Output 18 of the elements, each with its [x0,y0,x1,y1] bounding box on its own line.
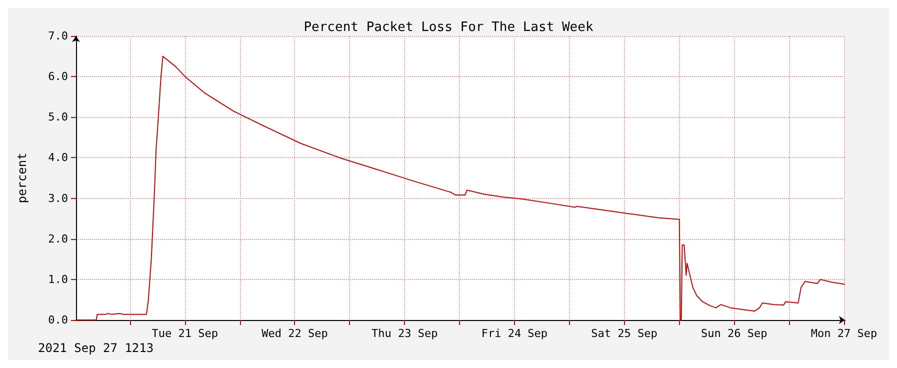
text: 2021 Sep 27 1213 [38,341,154,355]
y-tick-label: 3.0 [48,192,68,205]
y-tick-label: 0.0 [48,314,68,326]
chart-title: Percent Packet Loss For The Last Week [304,20,594,35]
x-tick-label: Tue 21 Sep [152,327,218,340]
x-tick-label: Mon 27 Sep [810,327,878,340]
x-tick-label: Sat 25 Sep [591,327,658,340]
y-tick-label: 7.0 [48,30,68,42]
x-tick-label: Sun 26 Sep [701,327,768,340]
x-tick-label: Thu 23 Sep [371,327,438,340]
x-tick-label: Wed 22 Sep [262,327,328,340]
y-tick-label: 4.0 [48,151,68,164]
y-tick-label: 5.0 [48,110,68,124]
y-tick-label: 2.0 [48,232,68,246]
y-tick-label: 6.0 [48,70,68,84]
y-tick-label: 1.0 [48,272,68,286]
x-tick-label: Fri 24 Sep [481,327,548,340]
y-axis-title: percent [15,152,29,204]
